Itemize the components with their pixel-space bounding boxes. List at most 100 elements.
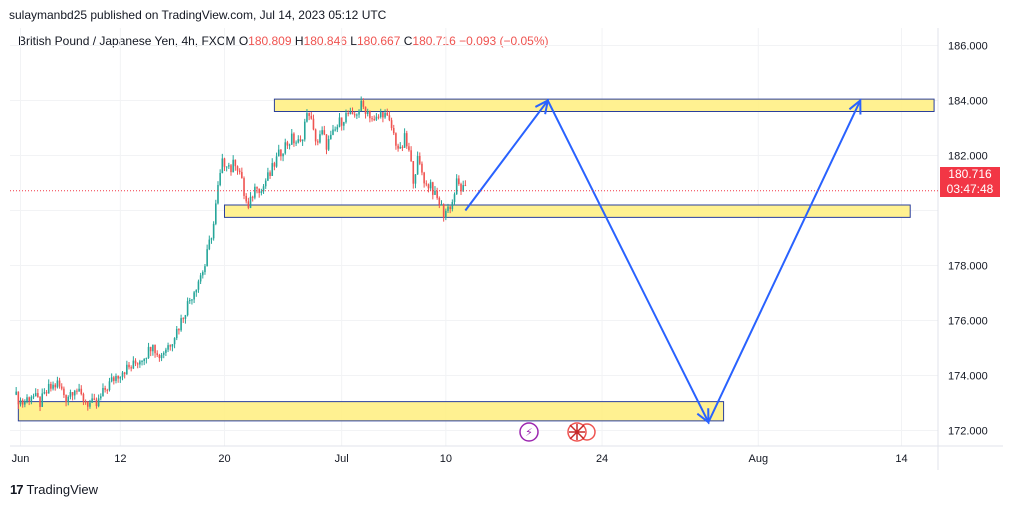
candle-body (297, 139, 300, 143)
candle-body (97, 398, 100, 407)
candle-body (295, 142, 297, 144)
candle-body (69, 392, 72, 397)
candle-body (139, 361, 141, 365)
candle-body (217, 185, 219, 204)
candle-body (388, 115, 391, 121)
candle-body (115, 376, 117, 381)
zone-rect (273, 98, 935, 112)
candle-body (256, 186, 258, 189)
candle-body (41, 393, 44, 407)
candle-body (86, 401, 89, 407)
candle-body (262, 186, 265, 192)
candle-body (236, 166, 239, 171)
candle-body (356, 114, 358, 116)
candle-body (345, 113, 347, 123)
candle-body (234, 159, 237, 167)
candle-body (182, 318, 185, 320)
candle-body (106, 389, 109, 391)
candle-body (288, 144, 291, 146)
candle-body (215, 203, 217, 224)
candle-body (117, 376, 119, 379)
candle-body (379, 112, 382, 117)
x-tick-label: Aug (749, 453, 769, 465)
candle-body (373, 118, 376, 120)
candle-body (427, 184, 430, 189)
candle-body (123, 372, 126, 375)
candle-body (184, 315, 187, 319)
candle-body (104, 388, 106, 390)
candle-body (223, 158, 226, 167)
y-tick-label: 186.000 (948, 41, 988, 53)
y-tick-label: 176.000 (948, 316, 988, 328)
candle-body (323, 130, 326, 135)
candle-body (186, 301, 189, 316)
candle-body (108, 381, 111, 391)
candle-body (93, 398, 96, 400)
candle-body (65, 395, 67, 403)
open-value: 180.809 (248, 34, 292, 48)
candle-body (330, 134, 332, 139)
candle-body (71, 392, 74, 396)
candle-body (82, 394, 85, 402)
candle-body (50, 383, 52, 389)
candle-body (212, 223, 215, 239)
open-label: O (238, 34, 249, 48)
candle-body (347, 113, 349, 115)
candle-body (199, 275, 202, 282)
candle-body (175, 328, 178, 339)
candle-body (286, 142, 289, 146)
candle-body (249, 196, 252, 208)
candle-body (332, 129, 334, 135)
candle-body (80, 388, 83, 395)
candle-body (245, 195, 247, 202)
arrowhead-up-2 (848, 98, 862, 115)
candle-body (362, 100, 365, 107)
candle-body (195, 289, 198, 293)
candle-body (410, 150, 412, 162)
candle-body (264, 180, 267, 187)
candle-body (158, 355, 161, 359)
candle-body (19, 400, 22, 405)
x-tick-label: 10 (440, 453, 452, 465)
candle-body (178, 328, 180, 331)
candle-body (412, 161, 415, 184)
candle-body (17, 391, 20, 405)
candle-body (165, 349, 167, 353)
support-resistance-zones[interactable] (17, 98, 935, 422)
candle-body (67, 396, 70, 403)
candle-body (414, 174, 417, 184)
candle-body (204, 266, 206, 273)
candle-body (340, 117, 343, 126)
candle-body (162, 352, 165, 355)
zone-rect (223, 204, 911, 218)
candle-body (301, 139, 304, 142)
y-tick-label: 178.000 (948, 261, 988, 273)
candle-body (143, 358, 145, 361)
candle-body (397, 145, 399, 149)
candle-body (238, 170, 241, 173)
event-markers: ⚡ (519, 422, 596, 442)
candle-body (167, 345, 169, 350)
candle-body (360, 100, 362, 111)
candle-body (458, 178, 460, 185)
candle-body (134, 360, 137, 364)
projection-path[interactable] (464, 98, 862, 425)
candle-body (45, 392, 48, 394)
candle-body (310, 115, 313, 119)
candle-body (54, 384, 57, 388)
candle-body (366, 111, 369, 114)
candle-body (73, 390, 76, 396)
candle-body (321, 130, 323, 135)
candle-body (451, 201, 454, 210)
candle-body (447, 206, 449, 211)
candle-body (180, 318, 182, 331)
candle-body (225, 166, 228, 168)
candle-body (95, 399, 98, 407)
tradingview-footer[interactable]: 17 TradingView (10, 482, 98, 497)
close-label: C (403, 34, 413, 48)
candle-body (445, 210, 447, 218)
candle-body (219, 173, 221, 186)
candle-body (306, 113, 308, 122)
candle-body (102, 388, 104, 397)
